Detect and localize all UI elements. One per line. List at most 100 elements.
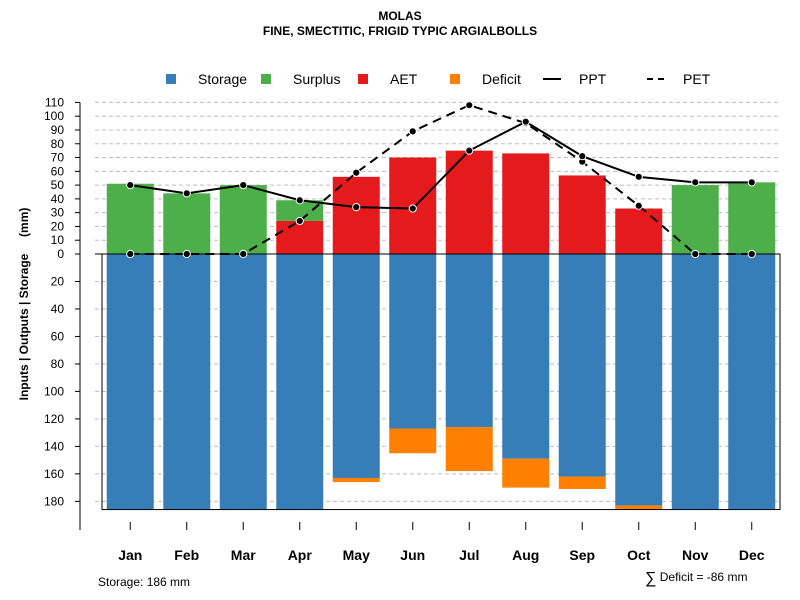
- x-tick-label: Aug: [512, 547, 539, 563]
- ppt-point: [126, 181, 135, 190]
- surplus-bar: [728, 182, 776, 254]
- y-tick-label: 140: [44, 439, 64, 453]
- y-tick-label: 40: [51, 302, 65, 316]
- sum-symbol: ∑: [645, 570, 657, 587]
- x-tick-label: Oct: [627, 547, 651, 563]
- ppt-point: [295, 196, 304, 205]
- x-tick-label: Jun: [400, 547, 425, 563]
- y-axis-label: Inputs | Outputs | Storage (mm): [17, 208, 31, 401]
- y-tick-label: 180: [44, 494, 64, 508]
- ppt-point: [465, 146, 474, 155]
- y-tick-label: 120: [44, 412, 64, 426]
- aet-bar: [332, 176, 380, 254]
- y-tick-label: 0: [57, 247, 64, 261]
- legend-swatch: [166, 74, 176, 84]
- storage-bar: [671, 254, 719, 510]
- x-tick-label: Nov: [682, 547, 709, 563]
- x-tick-label: Dec: [739, 547, 765, 563]
- storage-bar: [445, 254, 493, 428]
- surplus-bar: [106, 183, 154, 254]
- y-tick-label: 20: [51, 219, 65, 233]
- y-tick-label: 60: [51, 164, 65, 178]
- ppt-point: [634, 172, 643, 181]
- x-tick-label: Jul: [459, 547, 479, 563]
- y-tick-label: 80: [51, 357, 65, 371]
- storage-bar: [558, 254, 606, 477]
- y-tick-label: 110: [45, 95, 64, 109]
- y-tick-label: 30: [51, 206, 65, 220]
- pet-point: [465, 101, 474, 110]
- y-tick-label: 80: [51, 137, 65, 151]
- surplus-bar: [276, 200, 324, 221]
- deficit-bar: [502, 458, 550, 488]
- deficit-bar: [558, 476, 606, 489]
- storage-bar: [389, 254, 437, 429]
- deficit-bar: [445, 427, 493, 472]
- ppt-point: [747, 178, 756, 187]
- pet-point: [352, 168, 361, 177]
- ppt-point: [521, 117, 530, 126]
- surplus-bar: [163, 193, 211, 254]
- ppt-point: [408, 204, 417, 213]
- y-tick-label: 50: [51, 178, 65, 192]
- y-tick-label: 60: [51, 329, 65, 343]
- x-tick-label: Sep: [569, 547, 595, 563]
- deficit-total: Deficit = -86 mm: [659, 570, 748, 584]
- pet-point: [691, 249, 700, 259]
- storage-bar: [502, 254, 550, 459]
- x-tick-label: May: [343, 547, 370, 563]
- storage-bar: [106, 254, 154, 510]
- y-tick-label: 10: [51, 233, 65, 247]
- deficit-bar: [615, 505, 663, 510]
- x-tick-label: Apr: [288, 547, 313, 563]
- legend-label: Surplus: [293, 71, 340, 87]
- chart-title: MOLAS: [378, 9, 422, 23]
- legend-label: AET: [390, 71, 418, 87]
- aet-bar: [502, 153, 550, 254]
- storage-bar: [163, 254, 211, 510]
- x-tick-label: Jan: [118, 547, 142, 563]
- y-tick-label: 20: [51, 274, 65, 288]
- pet-point: [182, 249, 191, 259]
- ppt-point: [691, 178, 700, 187]
- x-tick-label: Mar: [231, 547, 256, 563]
- aet-bar: [615, 208, 663, 254]
- y-tick-label: 160: [44, 467, 64, 481]
- y-tick-label: 70: [51, 151, 65, 165]
- storage-bar: [332, 254, 380, 478]
- deficit-note: ∑ Deficit = -86 mm: [645, 570, 747, 588]
- aet-bar: [276, 220, 324, 254]
- ppt-point: [578, 152, 587, 161]
- ppt-point: [239, 181, 248, 190]
- y-tick-label: 40: [51, 192, 65, 206]
- y-tick-label: 100: [44, 109, 64, 123]
- pet-point: [747, 249, 756, 259]
- legend-label: Storage: [198, 71, 247, 87]
- y-tick-label: 90: [51, 123, 65, 137]
- chart-subtitle: FINE, SMECTITIC, FRIGID TYPIC ARGIALBOLL…: [262, 24, 538, 38]
- legend-label: Deficit: [482, 71, 521, 87]
- ppt-point: [352, 203, 361, 212]
- pet-line: [130, 104, 752, 255]
- deficit-bar: [389, 428, 437, 454]
- legend-swatch: [261, 74, 271, 84]
- deficit-bar: [332, 477, 380, 483]
- aet-bar: [558, 175, 606, 254]
- storage-note: Storage: 186 mm: [98, 575, 191, 589]
- ppt-point: [182, 189, 191, 198]
- pet-point: [408, 127, 417, 136]
- storage-bar: [728, 254, 776, 510]
- pet-point: [295, 216, 304, 226]
- pet-point: [634, 201, 643, 210]
- legend-label: PET: [683, 71, 711, 87]
- storage-bar: [615, 254, 663, 506]
- legend-label: PPT: [579, 71, 607, 87]
- pet-point: [126, 249, 135, 259]
- ppt-line: [130, 120, 752, 210]
- storage-bar: [276, 254, 324, 510]
- storage-bar: [219, 254, 267, 510]
- surplus-bar: [219, 185, 267, 254]
- legend-swatch: [358, 74, 368, 84]
- legend-swatch: [450, 74, 460, 84]
